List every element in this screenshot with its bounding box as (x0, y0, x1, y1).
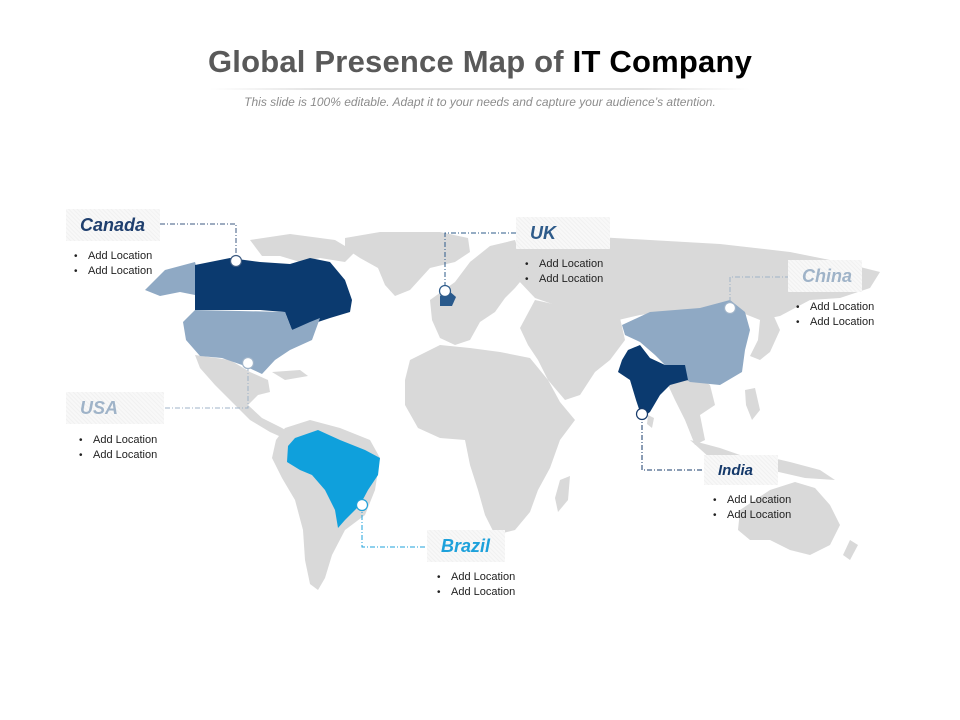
china-region[interactable] (622, 300, 750, 385)
page-title: Global Presence Map of IT Company (0, 44, 960, 80)
canada-name: Canada (80, 214, 146, 235)
canada-locations: Add Location Add Location (74, 249, 152, 279)
list-item[interactable]: Add Location (713, 508, 791, 523)
uk-connector (444, 232, 516, 290)
brazil-name: Brazil (441, 535, 491, 556)
usa-locations: Add Location Add Location (79, 433, 157, 463)
usa-label: USA (66, 392, 164, 424)
china-name: China (802, 265, 853, 286)
title-highlight: IT Company (572, 44, 753, 79)
list-item[interactable]: Add Location (437, 570, 515, 585)
india-region[interactable] (618, 345, 688, 418)
uk-locations: Add Location Add Location (525, 257, 603, 287)
usa-pin-icon[interactable] (241, 356, 255, 370)
brazil-pin-icon[interactable] (355, 498, 369, 512)
list-item[interactable]: Add Location (713, 493, 791, 508)
list-item[interactable]: Add Location (796, 300, 874, 315)
uk-pin-icon[interactable] (438, 284, 452, 298)
canada-pin-icon[interactable] (229, 254, 243, 268)
india-name: India (718, 461, 754, 479)
china-connector (729, 276, 790, 307)
list-item[interactable]: Add Location (796, 315, 874, 330)
india-connector (641, 415, 705, 471)
canada-connector (160, 223, 237, 260)
title-divider (210, 88, 750, 90)
usa-region[interactable] (183, 310, 320, 374)
brazil-connector (361, 505, 427, 548)
china-locations: Add Location Add Location (796, 300, 874, 330)
usa-name: USA (80, 397, 119, 418)
list-item[interactable]: Add Location (74, 249, 152, 264)
list-item[interactable]: Add Location (525, 272, 603, 287)
china-pin-icon[interactable] (723, 301, 737, 315)
brazil-locations: Add Location Add Location (437, 570, 515, 600)
list-item[interactable]: Add Location (525, 257, 603, 272)
title-main: Global Presence Map of (207, 44, 573, 79)
brazil-label: Brazil (427, 530, 505, 562)
canada-region[interactable] (195, 258, 352, 330)
india-pin-icon[interactable] (635, 407, 649, 421)
list-item[interactable]: Add Location (437, 585, 515, 600)
list-item[interactable]: Add Location (79, 433, 157, 448)
usa-connector (165, 363, 249, 409)
canada-label: Canada (66, 209, 160, 241)
india-label: India (704, 455, 778, 485)
uk-name: UK (530, 222, 556, 243)
page-subtitle: This slide is 100% editable. Adapt it to… (244, 95, 716, 109)
india-locations: Add Location Add Location (713, 493, 791, 523)
china-label: China (788, 260, 862, 292)
list-item[interactable]: Add Location (74, 264, 152, 279)
list-item[interactable]: Add Location (79, 448, 157, 463)
uk-label: UK (516, 217, 610, 249)
alaska-region (145, 262, 200, 296)
